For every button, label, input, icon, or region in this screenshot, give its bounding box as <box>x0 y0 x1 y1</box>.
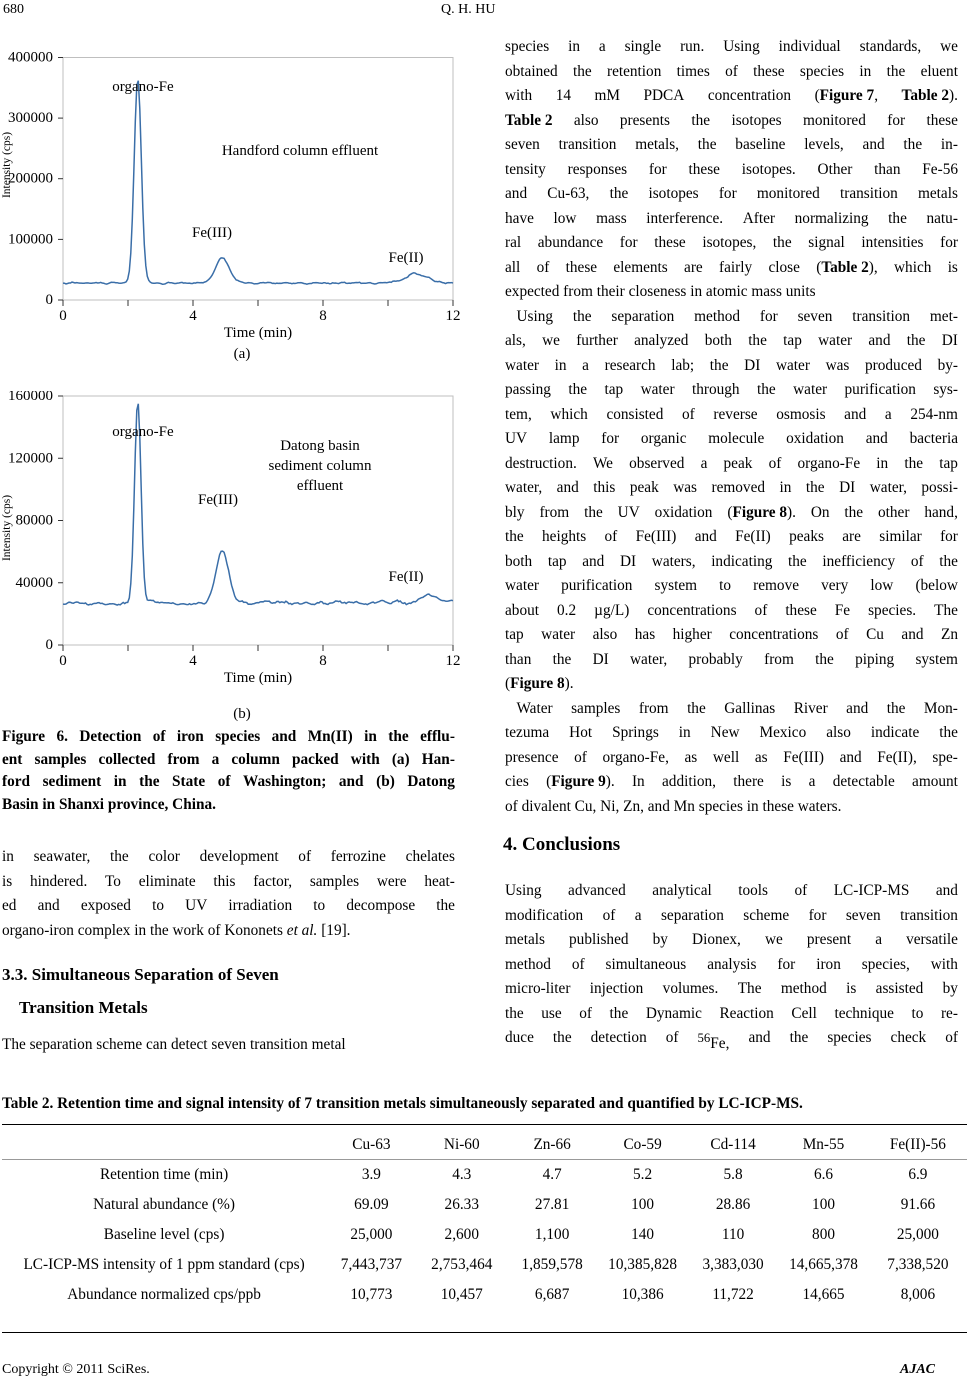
svg-text:Intensity (cps): Intensity (cps) <box>1 132 13 198</box>
svg-text:8: 8 <box>319 308 327 324</box>
svg-text:0: 0 <box>59 308 67 324</box>
svg-text:Handford column effluent: Handford column effluent <box>222 143 379 159</box>
svg-text:12: 12 <box>446 308 461 324</box>
svg-text:Time (min): Time (min) <box>224 325 292 340</box>
svg-text:Datong basin: Datong basin <box>280 438 360 454</box>
svg-text:40000: 40000 <box>16 575 54 591</box>
svg-text:sediment column: sediment column <box>269 458 372 474</box>
svg-text:organo-Fe: organo-Fe <box>112 424 174 440</box>
svg-text:Intensity (cps): Intensity (cps) <box>1 495 13 561</box>
svg-text:0: 0 <box>46 292 54 308</box>
svg-text:400000: 400000 <box>8 50 53 66</box>
svg-text:0: 0 <box>59 653 67 669</box>
svg-text:300000: 300000 <box>8 110 53 126</box>
svg-text:Fe(III): Fe(III) <box>192 225 232 241</box>
svg-text:effluent: effluent <box>297 478 344 494</box>
svg-text:Fe(III): Fe(III) <box>198 492 238 508</box>
svg-text:160000: 160000 <box>8 391 53 404</box>
svg-text:4: 4 <box>189 653 197 669</box>
svg-text:Time (min): Time (min) <box>224 670 292 686</box>
svg-text:4: 4 <box>189 308 197 324</box>
svg-text:120000: 120000 <box>8 450 53 466</box>
svg-text:80000: 80000 <box>16 513 54 529</box>
svg-text:8: 8 <box>319 653 327 669</box>
svg-text:0: 0 <box>46 637 54 653</box>
svg-text:200000: 200000 <box>8 171 53 187</box>
svg-text:Fe(II): Fe(II) <box>389 569 424 585</box>
svg-text:Fe(II): Fe(II) <box>389 250 424 266</box>
svg-text:12: 12 <box>446 653 461 669</box>
svg-text:organo-Fe: organo-Fe <box>112 79 174 95</box>
svg-text:100000: 100000 <box>8 231 53 247</box>
